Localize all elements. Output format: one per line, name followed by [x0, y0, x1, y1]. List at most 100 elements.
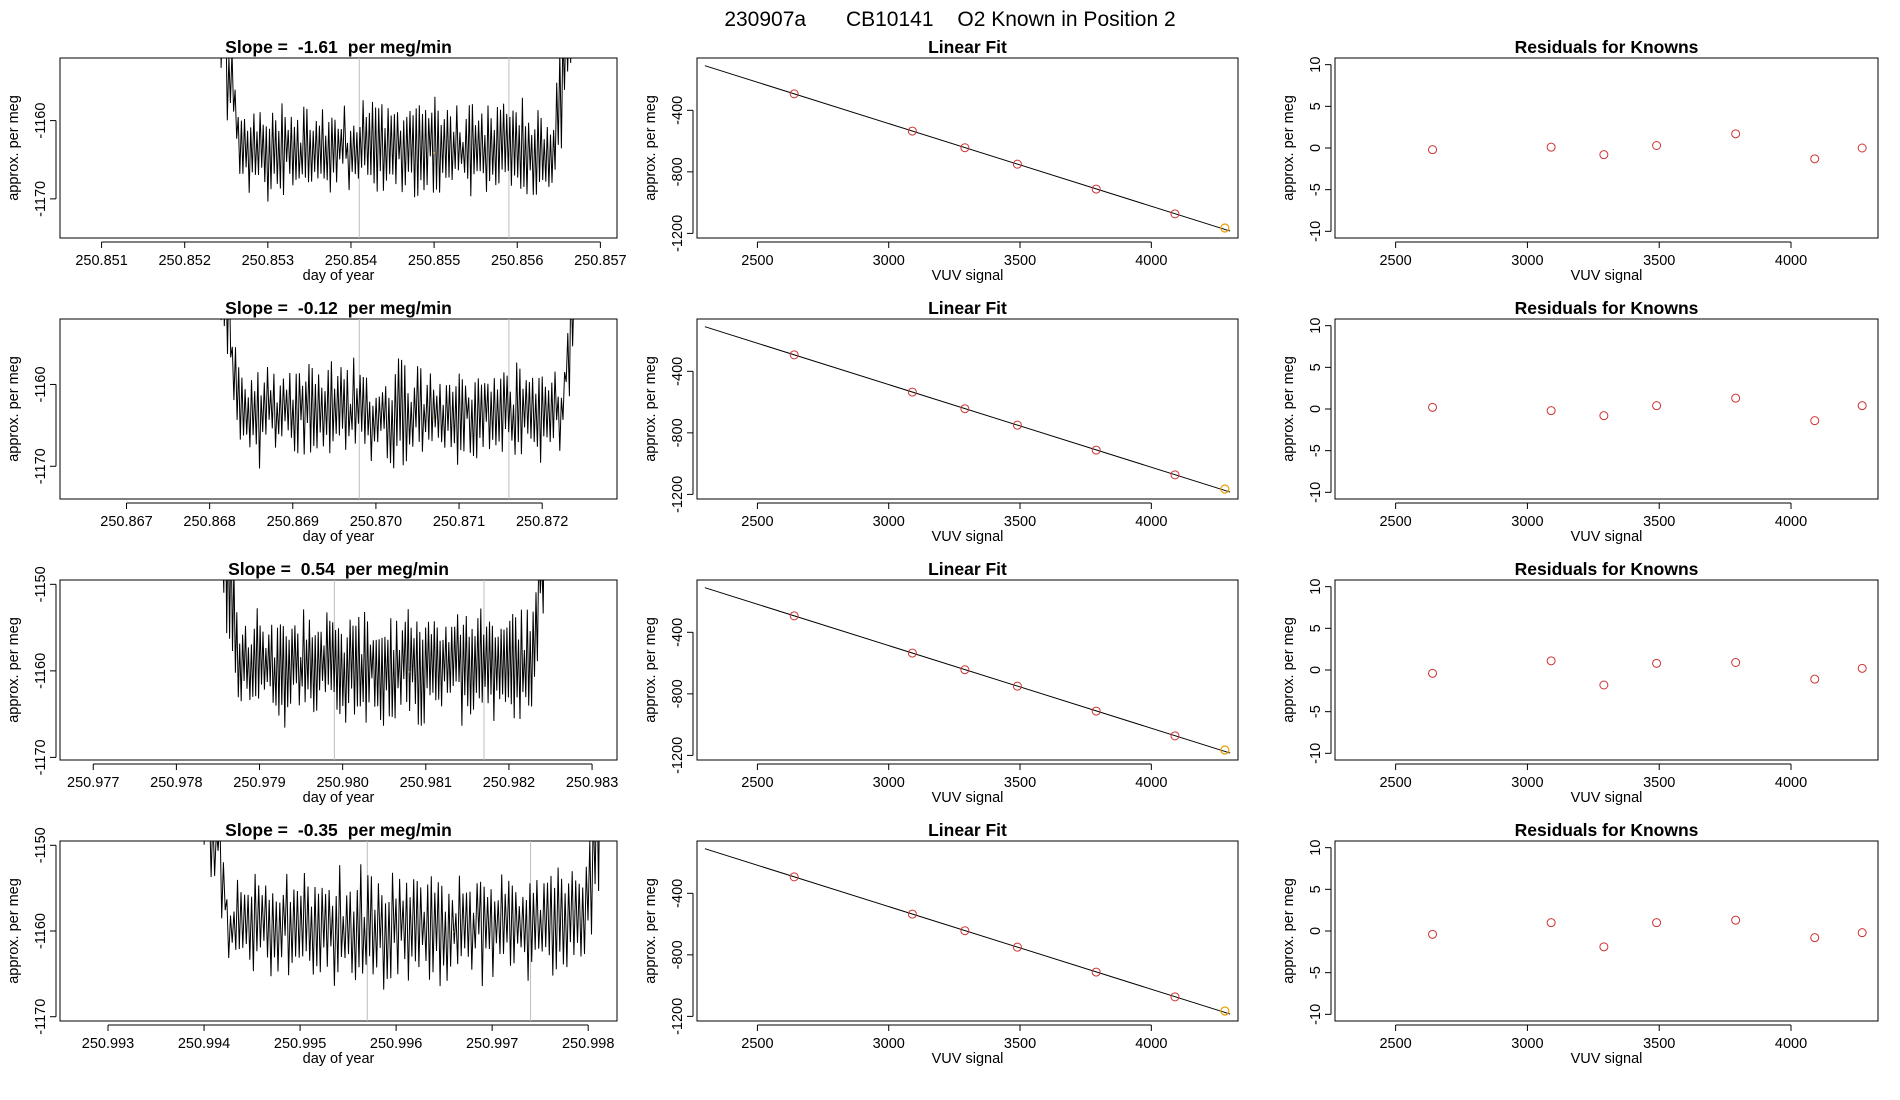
residuals-ylabel: approx. per meg: [1281, 617, 1297, 723]
timeseries-slope-value: 0.54: [301, 559, 335, 579]
linear-fit-known-point: [1091, 967, 1101, 977]
residual-point: [1546, 918, 1556, 928]
linear-fit-xlabel: VUV signal: [932, 1051, 1004, 1067]
residuals-x-tick-label: 3000: [1511, 253, 1543, 269]
linear-fit-known-point: [960, 665, 970, 675]
timeseries-title-suffix: per meg/min: [348, 820, 452, 840]
linear-fit-xlabel: VUV signal: [932, 529, 1004, 545]
timeseries-title-suffix: per meg/min: [345, 559, 449, 579]
residual-point: [1857, 663, 1867, 673]
timeseries-slope-value: -1.61: [298, 37, 338, 57]
timeseries-x-tick-label: 250.982: [483, 775, 535, 791]
residuals-y-tick-label: 5: [1308, 102, 1324, 110]
linear-fit-known-point: [1012, 681, 1022, 691]
linear-fit-plot-area: [704, 65, 1231, 233]
residual-point: [1810, 933, 1820, 943]
linear-fit-x-tick-label: 4000: [1135, 1036, 1167, 1052]
timeseries-panel: · 250.867 250.868 250.869 250.870 250.871 250.…: [6, 298, 618, 545]
residuals-plot-area: [1428, 915, 1867, 952]
linear-fit-known-point: [1091, 184, 1101, 194]
plot-frame: [59, 57, 618, 239]
linear-fit-title: Linear Fit: [928, 559, 1007, 579]
residual-point: [1652, 918, 1662, 928]
linear-fit-known-point: [907, 126, 917, 136]
timeseries-panel: · 250.993 250.994 250.995 250.996 250.997 250.…: [6, 820, 618, 1067]
timeseries-xlabel: day of year: [303, 268, 375, 284]
residuals-y-tick-label: 0: [1308, 144, 1324, 152]
timeseries-marker: ·: [407, 666, 411, 678]
linear-fit-y-tick-label: -1200: [670, 215, 686, 252]
linear-fit-x-tick-label: 3500: [1004, 1036, 1036, 1052]
plot-frame: [696, 57, 1239, 239]
residuals-xlabel: VUV signal: [1571, 268, 1643, 284]
residuals-x-tick-label: 4000: [1775, 514, 1807, 530]
panel-grid: · 250.851 250.852 250.853 250.854 250.855 250.…: [6, 37, 1879, 1067]
linear-fit-title: Linear Fit: [928, 37, 1007, 57]
residuals-x-tick-label: 3500: [1643, 514, 1675, 530]
linear-fit-x-tick-label: 3500: [1004, 253, 1036, 269]
residuals-y-tick-label: 0: [1308, 405, 1324, 413]
linear-fit-known-point: [1170, 209, 1180, 219]
residuals-x-tick-label: 4000: [1775, 1036, 1807, 1052]
residual-point: [1652, 401, 1662, 411]
timeseries-marker: ·: [452, 926, 456, 938]
residuals-y-tick-label: -10: [1308, 482, 1324, 503]
timeseries-x-tick-label: 250.871: [433, 514, 485, 530]
linear-fit-line: [704, 587, 1231, 754]
residuals-y-tick-label: 5: [1308, 624, 1324, 632]
linear-fit-known-point: [907, 387, 917, 397]
linear-fit-known-point: [960, 404, 970, 414]
residuals-x-tick-label: 3500: [1643, 253, 1675, 269]
residual-point: [1599, 150, 1609, 160]
linear-fit-plot-area: [704, 848, 1231, 1016]
residual-point: [1731, 915, 1741, 925]
linear-fit-panel: 2500 3000 3500 4000 -400 -800 -1200 VUV signal a…: [643, 559, 1239, 806]
timeseries-x-tick-label: 250.981: [400, 775, 452, 791]
plot-frame: [59, 579, 618, 761]
linear-fit-line: [704, 326, 1231, 493]
figure-title-run: 230907a: [724, 8, 806, 31]
timeseries-y-tick-label: -1170: [33, 448, 49, 484]
residual-point: [1546, 656, 1556, 666]
residuals-plot-area: [1428, 656, 1867, 690]
residuals-y-tick-label: 5: [1308, 885, 1324, 893]
residuals-panel: 2500 3000 3500 4000 10 5 0 -5 -10 VUV signal appro…: [1281, 559, 1879, 806]
linear-fit-x-tick-label: 4000: [1135, 514, 1167, 530]
linear-fit-known-point: [1170, 992, 1180, 1002]
linear-fit-current-point: [1220, 745, 1230, 755]
residuals-x-tick-label: 2500: [1379, 514, 1411, 530]
residuals-xlabel: VUV signal: [1571, 790, 1643, 806]
residuals-xlabel: VUV signal: [1571, 529, 1643, 545]
linear-fit-panel: 2500 3000 3500 4000 -400 -800 -1200 VUV signal a…: [643, 37, 1239, 284]
linear-fit-x-tick-label: 3000: [873, 775, 905, 791]
linear-fit-known-point: [789, 872, 799, 882]
residual-point: [1857, 928, 1867, 938]
linear-fit-panel: 2500 3000 3500 4000 -400 -800 -1200 VUV signal a…: [643, 298, 1239, 545]
timeseries-title-suffix: per meg/min: [348, 37, 452, 57]
residuals-plot-area: [1428, 393, 1867, 426]
residuals-plot-area: [1428, 129, 1867, 164]
linear-fit-x-tick-label: 3500: [1004, 514, 1036, 530]
timeseries-y-tick-label: -1150: [33, 566, 49, 602]
residual-point: [1599, 411, 1609, 421]
timeseries-title-prefix: Slope =: [228, 559, 291, 579]
linear-fit-known-point: [789, 89, 799, 99]
linear-fit-plot-area: [704, 326, 1231, 494]
timeseries-y-tick-label: -1170: [33, 999, 49, 1035]
timeseries-x-tick-label: 250.872: [516, 514, 568, 530]
linear-fit-xlabel: VUV signal: [932, 790, 1004, 806]
linear-fit-x-tick-label: 2500: [741, 775, 773, 791]
residual-point: [1810, 416, 1820, 426]
timeseries-trace: [203, 841, 600, 990]
timeseries-x-tick-label: 250.979: [233, 775, 285, 791]
residual-point: [1599, 942, 1609, 952]
residuals-ylabel: approx. per meg: [1281, 878, 1297, 984]
timeseries-plot-area: ·: [220, 58, 572, 238]
timeseries-x-tick-label: 250.856: [491, 253, 543, 269]
linear-fit-x-tick-label: 2500: [741, 253, 773, 269]
timeseries-xlabel: day of year: [303, 529, 375, 545]
timeseries-ylabel: approx. per meg: [6, 95, 22, 201]
residuals-y-tick-label: -10: [1308, 743, 1324, 764]
linear-fit-panel: 2500 3000 3500 4000 -400 -800 -1200 VUV signal a…: [643, 820, 1239, 1067]
